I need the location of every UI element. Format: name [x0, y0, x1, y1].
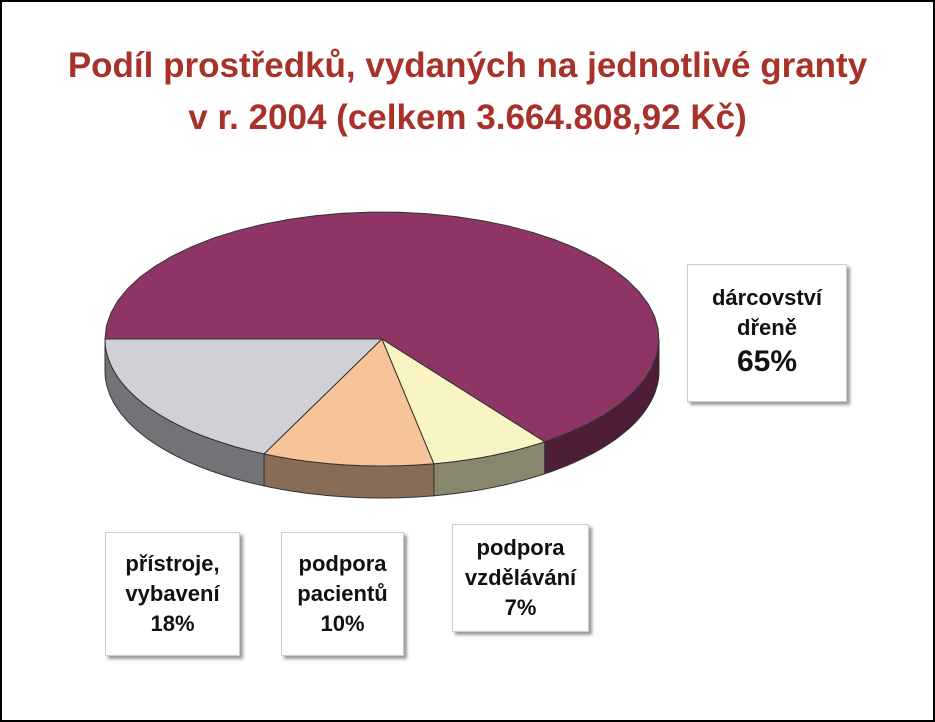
- data-label: podpora vzdělávání 7%: [452, 524, 589, 632]
- pie-slice: [380, 337, 546, 465]
- data-label: dárcovství dřeně 65%: [687, 264, 847, 402]
- label-name: podpora vzdělávání: [464, 535, 577, 591]
- data-label: přístroje, vybavení 18%: [105, 532, 240, 656]
- pie-slice: [104, 211, 660, 443]
- data-label: podpora pacientů 10%: [281, 532, 404, 656]
- label-name: přístroje, vybavení: [125, 551, 220, 607]
- label-value: 18%: [150, 610, 195, 636]
- label-value: 7%: [504, 594, 537, 620]
- chart-title: Podíl prostředků, vydaných na jednotlivé…: [67, 46, 868, 85]
- label-value: 65%: [736, 345, 798, 379]
- pie-slice: [263, 338, 435, 467]
- chart-subtitle: v r. 2004 (celkem 3.664.808,92 Kč): [188, 98, 747, 137]
- label-name: dárcovství dřeně: [711, 285, 823, 340]
- pie-slice: [104, 338, 384, 455]
- label-value: 10%: [320, 610, 365, 636]
- label-name: podpora pacientů: [297, 551, 388, 607]
